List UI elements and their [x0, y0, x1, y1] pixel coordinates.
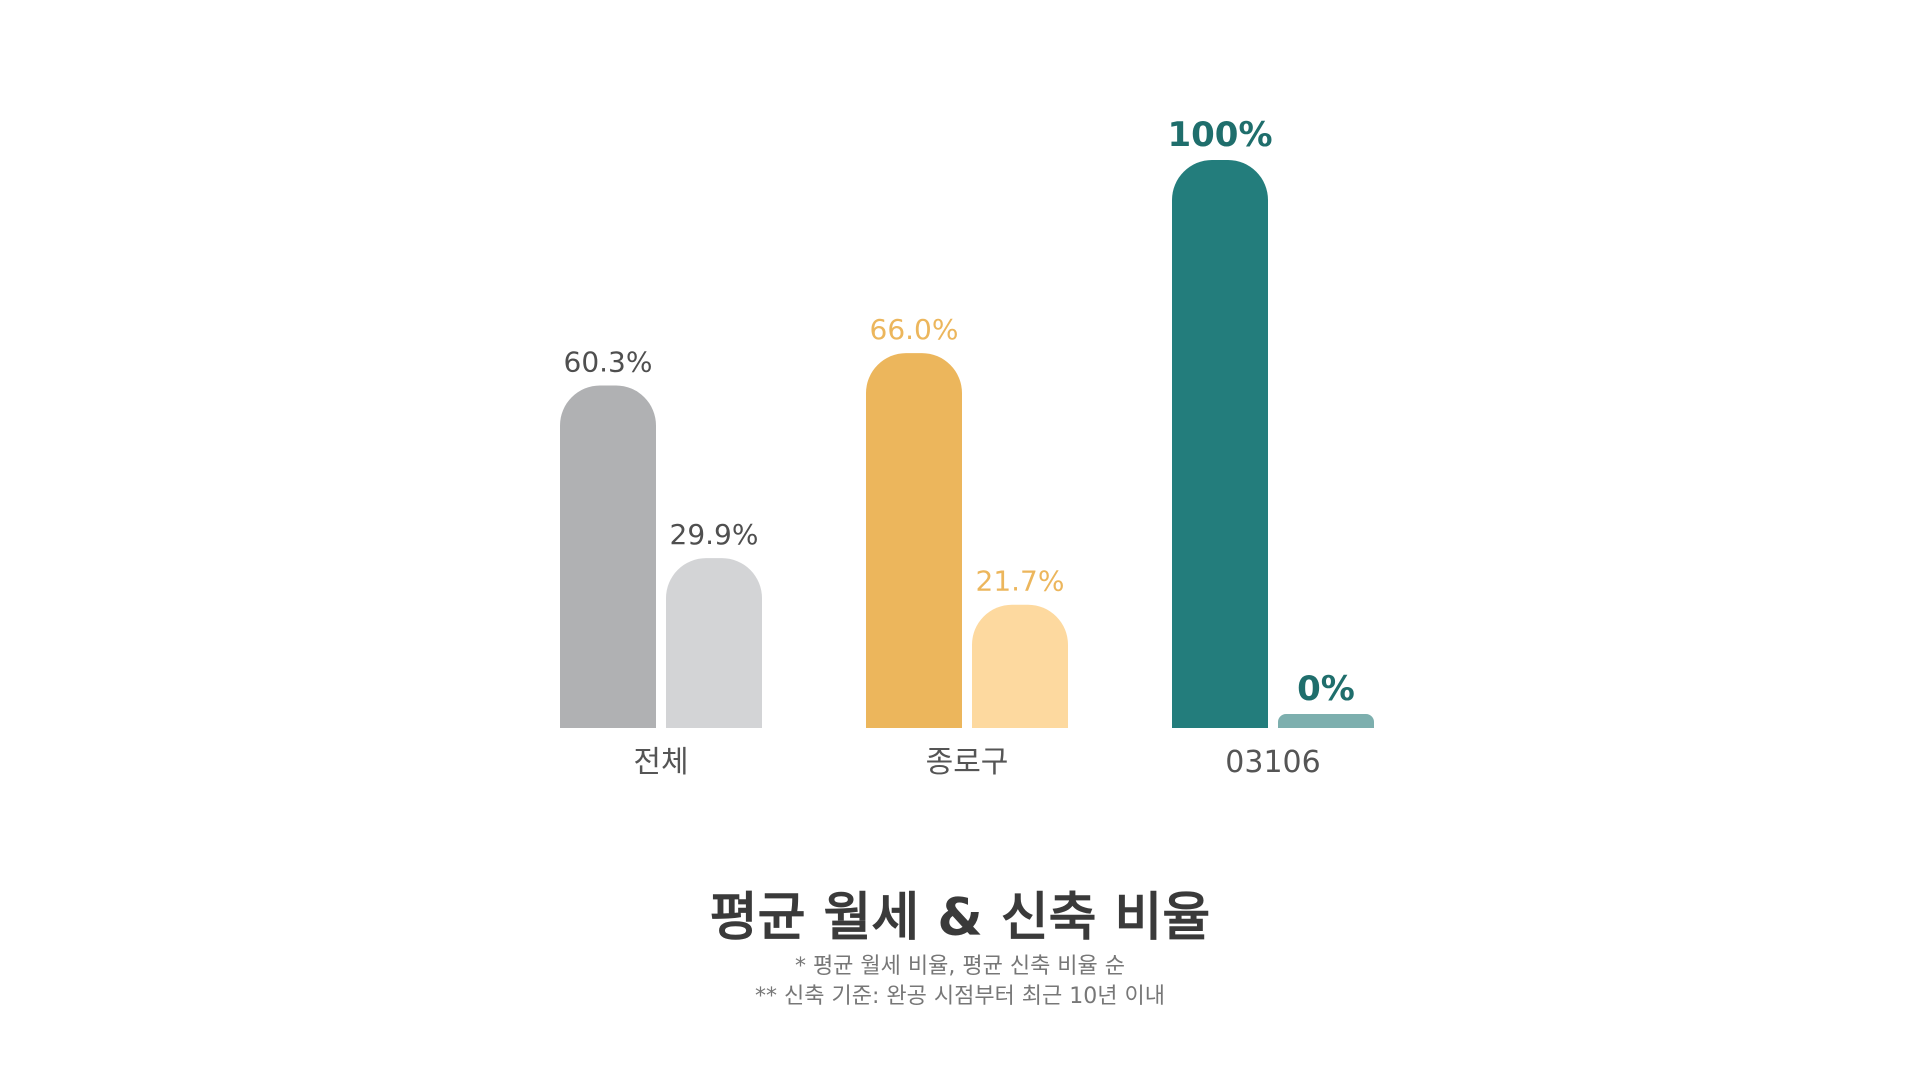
- bar-전체-series-1: [560, 385, 656, 728]
- category-label-종로구: 종로구: [926, 745, 1009, 780]
- bar-03106-series-1: [1172, 160, 1268, 728]
- bar-전체-series-2: [666, 558, 762, 728]
- bar-종로구-series-2: [972, 604, 1068, 728]
- value-label-전체-series-1: 60.3%: [564, 345, 653, 378]
- category-label-전체: 전체: [633, 745, 688, 780]
- value-label-전체-series-2: 29.9%: [670, 518, 759, 551]
- value-label-03106-series-2: 0%: [1297, 669, 1355, 709]
- value-label-종로구-series-2: 21.7%: [976, 565, 1065, 598]
- chart-note-new-build-criteria: ** 신축 기준: 완공 시점부터 최근 10년 이내: [755, 984, 1165, 1009]
- bar-종로구-series-1: [866, 353, 962, 728]
- bar-03106-series-2: [1278, 714, 1374, 728]
- chart-note-ratio-order: * 평균 월세 비율, 평균 신축 비율 순: [794, 954, 1126, 979]
- chart-title: 평균 월세 & 신축 비율: [709, 888, 1211, 948]
- value-label-03106-series-1: 100%: [1167, 115, 1272, 155]
- value-label-종로구-series-1: 66.0%: [870, 313, 959, 346]
- category-label-03106: 03106: [1225, 745, 1320, 780]
